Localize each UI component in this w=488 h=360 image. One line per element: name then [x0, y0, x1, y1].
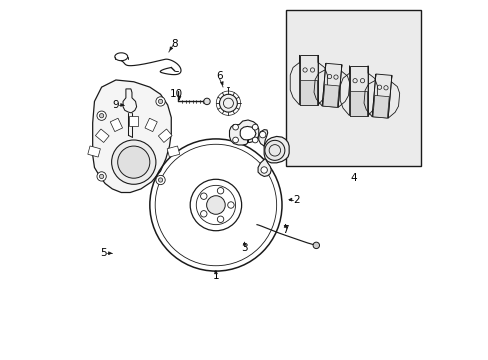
Circle shape — [97, 172, 106, 181]
Circle shape — [261, 167, 267, 173]
Polygon shape — [88, 146, 100, 157]
Bar — [285, 10, 421, 166]
Circle shape — [232, 137, 238, 143]
Circle shape — [219, 94, 237, 112]
Polygon shape — [95, 129, 109, 143]
Text: 9: 9 — [112, 100, 119, 110]
Circle shape — [259, 131, 265, 138]
Text: 4: 4 — [349, 173, 356, 183]
Polygon shape — [372, 95, 388, 118]
Circle shape — [156, 97, 165, 106]
Text: 10: 10 — [170, 89, 183, 99]
Circle shape — [99, 113, 103, 118]
Polygon shape — [93, 80, 171, 193]
Circle shape — [264, 140, 285, 160]
Circle shape — [111, 140, 156, 184]
Text: 6: 6 — [216, 71, 223, 81]
Circle shape — [99, 174, 103, 179]
Circle shape — [97, 111, 106, 120]
Circle shape — [203, 98, 210, 105]
Polygon shape — [158, 129, 172, 143]
Circle shape — [252, 124, 258, 130]
Polygon shape — [264, 136, 288, 163]
Polygon shape — [229, 120, 258, 145]
Circle shape — [118, 146, 149, 178]
Circle shape — [158, 178, 163, 182]
Polygon shape — [144, 118, 157, 131]
Text: 5: 5 — [100, 248, 106, 258]
Circle shape — [156, 175, 165, 185]
Circle shape — [312, 242, 319, 249]
Text: 1: 1 — [212, 271, 219, 282]
Polygon shape — [322, 85, 339, 107]
Polygon shape — [349, 66, 367, 116]
Text: 8: 8 — [171, 39, 178, 49]
Polygon shape — [299, 55, 317, 105]
Polygon shape — [350, 91, 366, 116]
Polygon shape — [322, 63, 341, 107]
Circle shape — [232, 124, 238, 130]
Polygon shape — [300, 80, 317, 105]
Polygon shape — [258, 130, 267, 146]
Polygon shape — [371, 74, 391, 118]
Circle shape — [158, 99, 163, 104]
Text: 7: 7 — [282, 225, 288, 235]
Polygon shape — [110, 118, 122, 131]
Circle shape — [252, 137, 258, 143]
Polygon shape — [258, 158, 271, 176]
Circle shape — [206, 196, 225, 214]
Text: 3: 3 — [241, 243, 247, 253]
Polygon shape — [167, 146, 180, 157]
Text: 2: 2 — [292, 195, 299, 204]
Polygon shape — [129, 116, 138, 126]
